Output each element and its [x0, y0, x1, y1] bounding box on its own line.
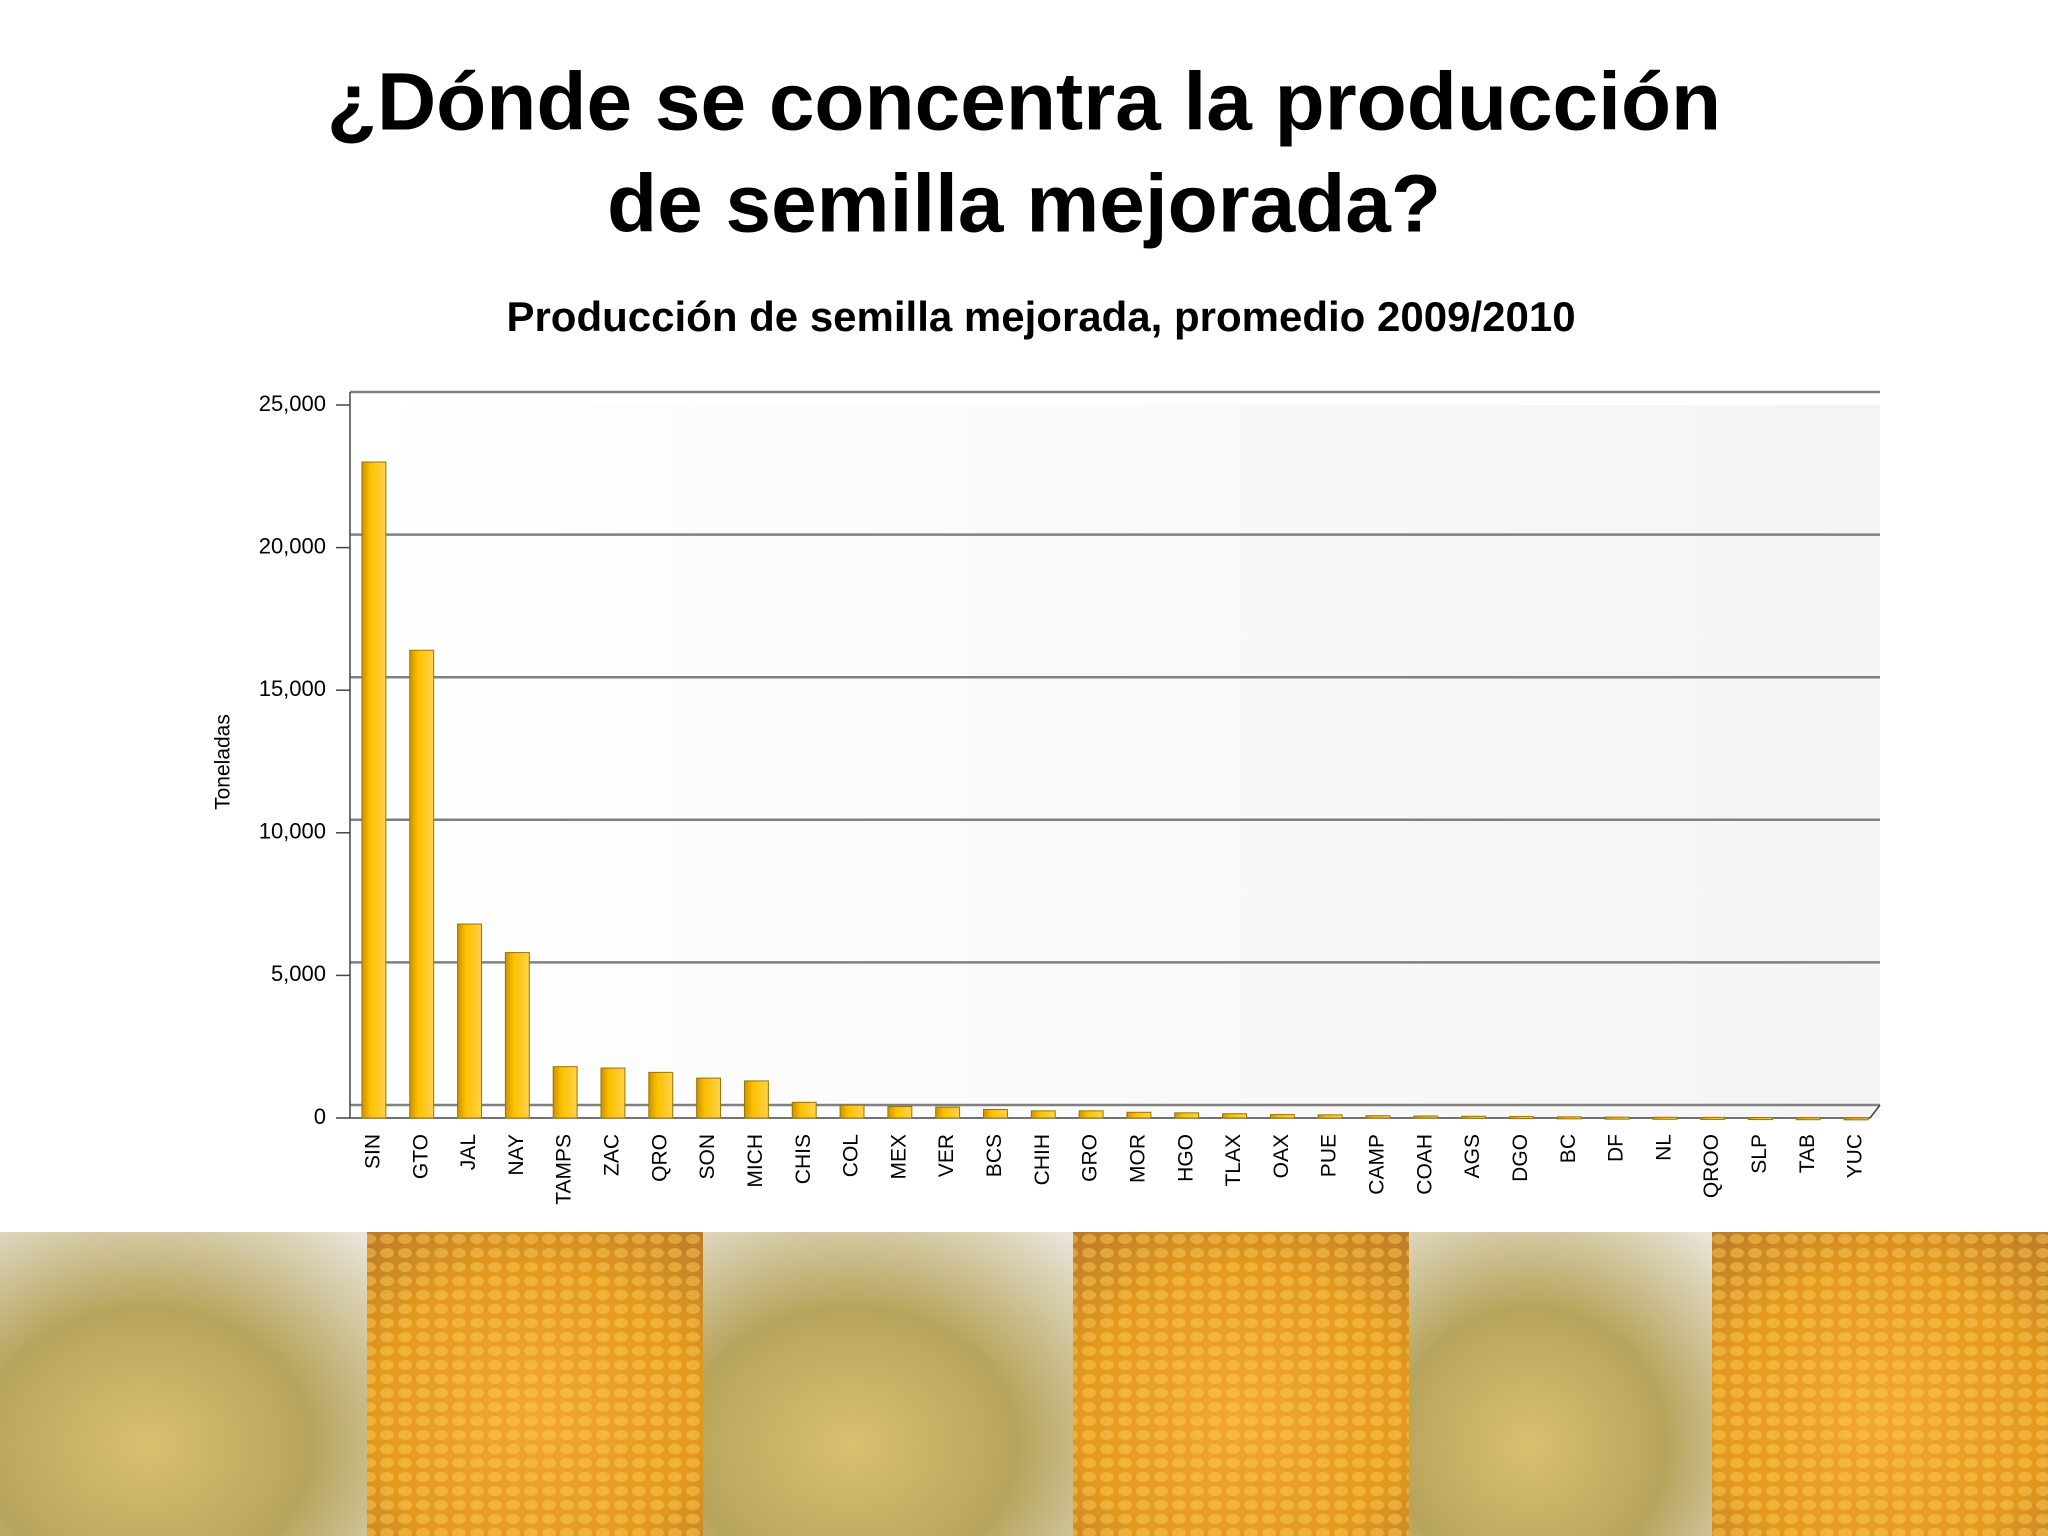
- slide-title: ¿Dónde se concentra la producción: [327, 57, 1721, 148]
- x-tick-label: GRO: [1079, 1134, 1102, 1182]
- x-tick-label: GTO: [409, 1134, 432, 1179]
- bar: [887, 1106, 913, 1119]
- bar: [457, 923, 482, 1119]
- x-tick-label: CHIS: [792, 1134, 815, 1184]
- bar: [1556, 1116, 1582, 1120]
- y-tick-label: 5,000: [271, 961, 326, 986]
- x-tick-label: ZAC: [601, 1134, 624, 1176]
- bar: [1652, 1116, 1678, 1120]
- bar: [648, 1071, 674, 1119]
- x-tick-label: VER: [935, 1134, 958, 1177]
- x-axis-depth: [1869, 1104, 1881, 1119]
- x-tick-label: SIN: [361, 1134, 384, 1169]
- bar: [600, 1067, 626, 1119]
- bar: [361, 461, 387, 1119]
- x-tick-label: YUC: [1844, 1134, 1867, 1178]
- bar: [1222, 1113, 1247, 1119]
- x-tick-label: QRO: [648, 1134, 671, 1182]
- bar: [1413, 1115, 1439, 1119]
- bar: [1843, 1117, 1869, 1121]
- plot-background: [350, 405, 1880, 1118]
- bar: [1174, 1112, 1200, 1119]
- bar: [1365, 1115, 1391, 1119]
- bar: [1317, 1114, 1343, 1119]
- bar: [1508, 1116, 1534, 1120]
- y-axis-label: Toneladas: [212, 714, 235, 810]
- bar: [983, 1108, 1008, 1119]
- bar: [696, 1077, 722, 1119]
- x-tick-label: BC: [1557, 1134, 1580, 1163]
- x-tick-label: TAMPS: [553, 1134, 576, 1205]
- slide-title: de semilla mejorada?: [607, 159, 1441, 250]
- photo-strip: [0, 1232, 2048, 1536]
- x-tick-label: DGO: [1509, 1134, 1532, 1182]
- x-tick-label: COL: [840, 1134, 863, 1177]
- x-tick-label: JAL: [457, 1134, 480, 1170]
- x-tick-label: MICH: [744, 1134, 767, 1188]
- bar: [791, 1101, 817, 1119]
- x-tick-label: TAB: [1796, 1134, 1819, 1173]
- x-tick-label: MOR: [1126, 1134, 1149, 1183]
- x-tick-label: NL: [1652, 1134, 1675, 1161]
- x-tick-label: BCS: [983, 1134, 1006, 1177]
- bar: [743, 1080, 769, 1119]
- x-tick-label: QROO: [1700, 1134, 1723, 1198]
- x-tick-label: MEX: [887, 1134, 910, 1180]
- x-tick-label: TLAX: [1222, 1134, 1245, 1187]
- bar: [1795, 1117, 1821, 1121]
- bar: [1030, 1110, 1056, 1119]
- y-tick-label: 25,000: [259, 391, 326, 416]
- x-tick-label: HGO: [1174, 1134, 1197, 1182]
- bar: [935, 1106, 961, 1119]
- y-tick-label: 0: [314, 1104, 326, 1129]
- bar: [1461, 1115, 1487, 1119]
- bar: [552, 1066, 578, 1119]
- x-tick-label: AGS: [1461, 1134, 1484, 1178]
- chart-title: Producción de semilla mejorada, promedio…: [506, 293, 1575, 340]
- y-tick-label: 20,000: [259, 533, 326, 558]
- bar: [1269, 1114, 1295, 1119]
- x-tick-label: COAH: [1413, 1134, 1436, 1195]
- x-tick-label: NAY: [505, 1134, 528, 1176]
- x-tick-label: PUE: [1318, 1134, 1341, 1177]
- bar: [839, 1104, 865, 1119]
- x-tick-label: SLP: [1748, 1134, 1771, 1174]
- y-tick-label: 10,000: [259, 819, 326, 844]
- bar: [409, 649, 435, 1119]
- bar: [1748, 1117, 1773, 1121]
- bar: [1126, 1111, 1152, 1119]
- bar: [1700, 1116, 1726, 1120]
- x-tick-label: SON: [696, 1134, 719, 1180]
- x-tick-label: DF: [1605, 1134, 1628, 1162]
- bar: [1604, 1116, 1630, 1120]
- y-tick-label: 15,000: [259, 676, 326, 701]
- x-tick-label: OAX: [1270, 1134, 1293, 1178]
- bar: [1078, 1110, 1104, 1119]
- x-tick-label: CAMP: [1366, 1134, 1389, 1195]
- bar: [504, 952, 530, 1119]
- x-tick-label: CHIH: [1031, 1134, 1054, 1185]
